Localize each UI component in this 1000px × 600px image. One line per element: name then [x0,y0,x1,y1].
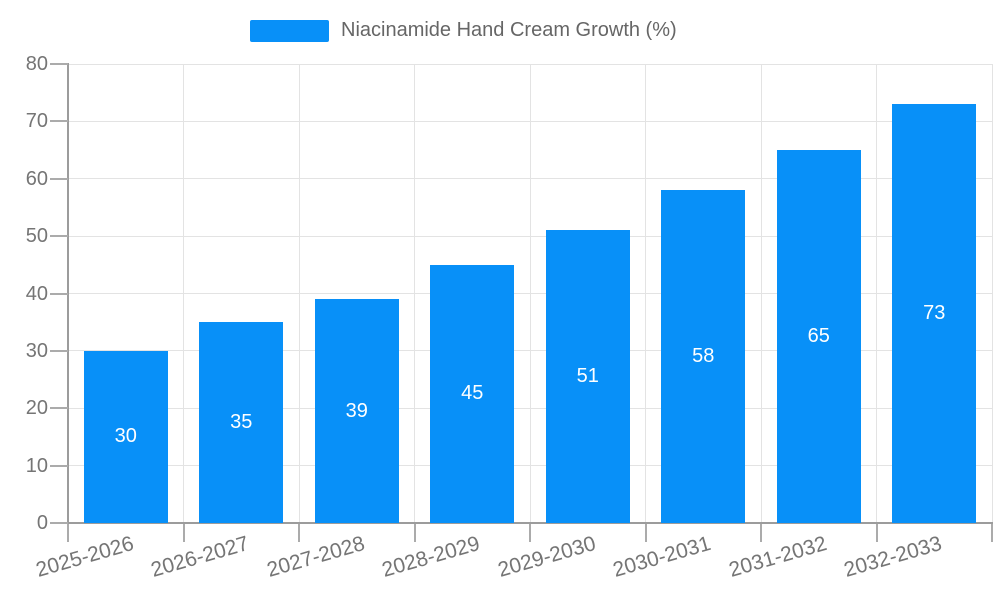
y-axis-tick-label: 80 [25,53,48,75]
bar-2031-2032[interactable]: 65 [776,150,861,523]
y-axis-tick-label: 0 [36,512,48,534]
y-axis-tick [50,235,68,238]
y-axis-tick-label: 70 [25,110,48,133]
y-axis-tick [50,349,68,352]
bar-2027-2028[interactable]: 39 [314,299,399,523]
x-axis-tick [67,524,69,542]
bar-2026-2027[interactable]: 35 [199,322,284,523]
x-gridline [298,64,300,523]
bar-2029-2030[interactable]: 51 [545,230,630,523]
x-gridline [645,64,646,523]
x-axis-tick [298,524,300,542]
x-axis-tick [413,524,416,542]
x-axis-tick [760,524,762,542]
x-gridline [183,64,184,523]
x-axis-tick [644,524,647,542]
y-axis-tick [50,407,68,410]
y-axis-line [67,63,69,525]
y-axis-tick-label: 60 [25,167,48,190]
bar-value-label: 65 [807,325,830,348]
bar-value-label: 45 [461,382,484,405]
y-axis-tick [50,522,68,524]
y-axis-tick-label: 50 [25,225,48,248]
y-axis-tick-label: 10 [25,454,48,477]
y-axis-tick [50,292,68,295]
y-axis-tick-label: 30 [25,339,48,362]
y-axis-tick-label: 20 [25,397,48,420]
bar-value-label: 35 [230,411,253,434]
y-axis-tick [50,120,68,123]
legend-swatch [250,19,329,42]
bar-value-label: 73 [923,302,946,325]
bar-value-label: 39 [345,399,368,422]
y-axis-tick-label: 40 [25,282,48,305]
x-axis-line [67,522,993,524]
x-axis-tick [182,524,185,542]
bar-2025-2026[interactable]: 30 [83,350,168,523]
y-axis-tick [50,464,68,467]
x-gridline [876,64,877,523]
x-axis-tick [991,524,993,542]
x-gridline [760,64,762,523]
y-axis-tick [50,63,68,65]
x-gridline [414,64,415,523]
x-axis-tick [875,524,878,542]
bar-value-label: 58 [692,345,715,368]
x-axis-tick [529,524,531,542]
x-gridline [991,64,993,523]
bar-value-label: 30 [114,425,137,448]
bar-2030-2031[interactable]: 58 [661,190,746,523]
y-axis-tick [50,177,68,180]
x-gridline [529,64,531,523]
bar-2028-2029[interactable]: 45 [430,264,515,523]
bar-2032-2033[interactable]: 73 [892,104,977,523]
legend-item[interactable]: Niacinamide Hand Cream Growth (%) [250,19,677,42]
legend-label: Niacinamide Hand Cream Growth (%) [341,19,677,41]
bar-value-label: 51 [576,365,599,388]
